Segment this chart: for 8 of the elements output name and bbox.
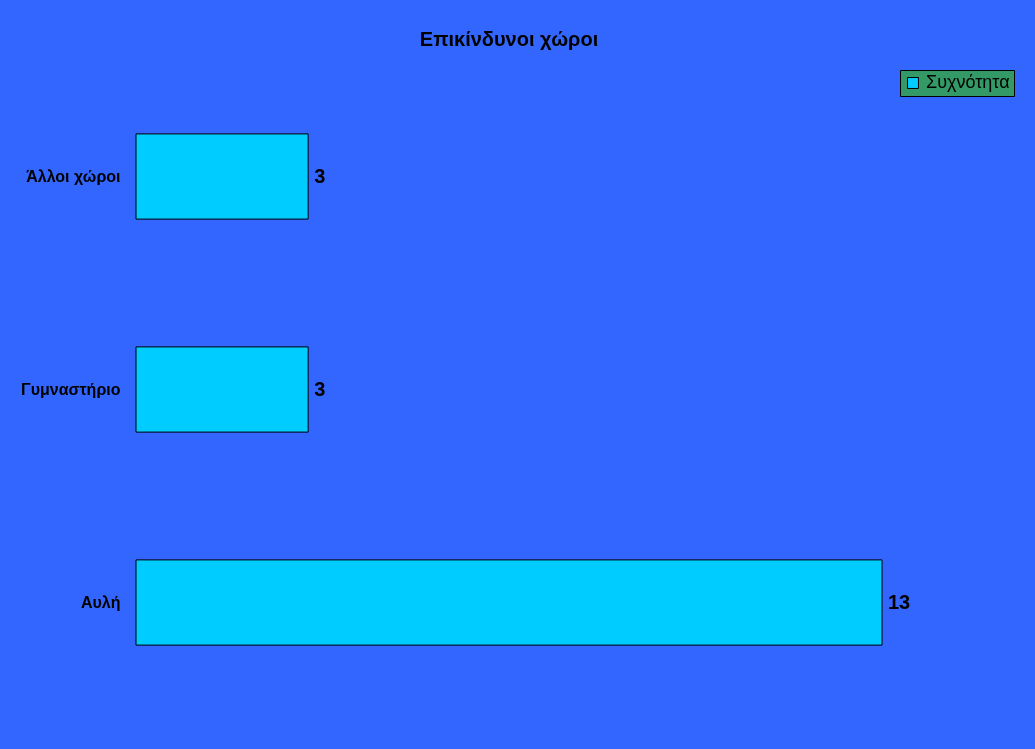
y-tick-label: Αυλή [80,593,121,611]
chart-title: Επικίνδυνοι χώροι [419,28,599,50]
data-label: 13 [888,590,911,613]
y-tick-label: Άλλοι χώροι [26,167,121,185]
data-label: 3 [314,377,326,400]
data-label: 3 [314,164,326,187]
y-tick-label: Γυμναστήριο [21,380,121,398]
legend-label: Συχνότητα [926,72,1010,92]
